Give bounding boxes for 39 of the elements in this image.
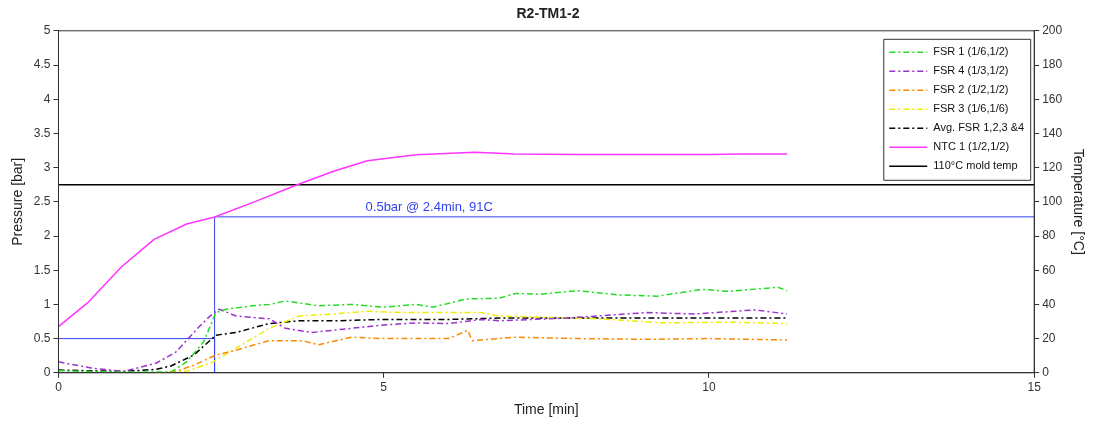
y2-tick-label: 40 — [1042, 296, 1056, 311]
x-tick-label: 15 — [1027, 380, 1042, 395]
y2-tick-label: 0 — [1042, 365, 1050, 380]
legend-label: FSR 1 (1/6,1/2) — [933, 45, 1009, 58]
y-tick-label: 2 — [43, 228, 51, 243]
y-axis-title: Pressure [bar] — [9, 157, 26, 246]
x-tick-label: 0 — [55, 380, 63, 395]
y2-tick-label: 20 — [1042, 330, 1056, 345]
legend-label: FSR 4 (1/3,1/2) — [933, 64, 1009, 77]
y-tick-label: 3.5 — [33, 125, 51, 140]
y2-tick-label: 120 — [1042, 159, 1063, 174]
y-tick-label: 5 — [43, 23, 51, 38]
line-series — [58, 286, 788, 373]
x-tick-label: 5 — [380, 380, 388, 395]
y2-tick-label: 160 — [1042, 91, 1063, 106]
y2-tick-label: 140 — [1042, 125, 1063, 140]
x-axis-title: Time [min] — [513, 401, 579, 418]
legend-label: FSR 3 (1/6,1/6) — [933, 102, 1009, 115]
y-tick-label: 2.5 — [33, 194, 51, 209]
y-tick-label: 4.5 — [33, 57, 51, 72]
legend-label: NTC 1 (1/2,1/2) — [933, 140, 1010, 153]
y2-tick-label: 60 — [1042, 262, 1056, 277]
y-tick-label: 0 — [43, 365, 51, 380]
legend-label: Avg. FSR 1,2,3 &4 — [933, 121, 1025, 134]
legend-label: FSR 2 (1/2,1/2) — [933, 83, 1009, 96]
chart-title: R2-TM1-2 — [516, 5, 580, 22]
annotation: 0.5bar @ 2.4min, 91C — [365, 198, 493, 214]
y2-tick-label: 100 — [1042, 194, 1063, 209]
x-tick-label: 10 — [702, 380, 716, 395]
y2-tick-label: 80 — [1042, 228, 1056, 243]
legend-label: 110°C mold temp — [933, 159, 1018, 172]
y2-tick-label: 200 — [1042, 23, 1063, 38]
y-tick-label: 1.5 — [33, 262, 51, 277]
y2-axis-title: Temperature [°C] — [1070, 148, 1087, 255]
y-tick-label: 3 — [43, 159, 51, 174]
y-tick-label: 4 — [43, 91, 51, 106]
y-tick-label: 1 — [43, 296, 51, 311]
y-tick-label: 0.5 — [33, 330, 51, 345]
y2-tick-label: 180 — [1042, 57, 1063, 72]
